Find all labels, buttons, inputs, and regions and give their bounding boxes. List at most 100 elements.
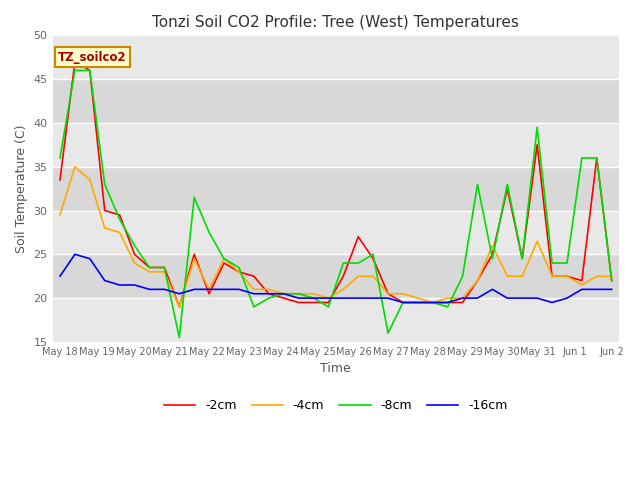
-8cm bbox=[116, 216, 124, 222]
-4cm bbox=[399, 291, 407, 297]
Line: -2cm: -2cm bbox=[60, 61, 612, 307]
-16cm bbox=[533, 295, 541, 301]
-8cm bbox=[608, 278, 616, 284]
-16cm bbox=[369, 295, 377, 301]
-4cm bbox=[459, 295, 467, 301]
-8cm bbox=[131, 243, 138, 249]
-4cm bbox=[265, 287, 273, 292]
-8cm bbox=[474, 181, 481, 187]
-2cm bbox=[280, 295, 287, 301]
Bar bbox=[52, 254, 619, 298]
-8cm bbox=[593, 155, 600, 161]
-4cm bbox=[593, 273, 600, 279]
-2cm bbox=[161, 264, 168, 270]
X-axis label: Time: Time bbox=[321, 362, 351, 375]
-2cm bbox=[533, 142, 541, 148]
-8cm bbox=[369, 252, 377, 257]
-4cm bbox=[504, 273, 511, 279]
-16cm bbox=[235, 287, 243, 292]
-4cm bbox=[488, 243, 496, 249]
-8cm bbox=[250, 304, 258, 310]
-8cm bbox=[175, 335, 183, 340]
-16cm bbox=[563, 295, 571, 301]
-4cm bbox=[235, 269, 243, 275]
Bar bbox=[52, 123, 619, 167]
Bar bbox=[52, 298, 619, 342]
-8cm bbox=[488, 256, 496, 262]
-2cm bbox=[488, 252, 496, 257]
-16cm bbox=[384, 295, 392, 301]
-8cm bbox=[310, 295, 317, 301]
-4cm bbox=[116, 229, 124, 235]
-16cm bbox=[593, 287, 600, 292]
-4cm bbox=[533, 238, 541, 244]
-8cm bbox=[414, 300, 422, 305]
-8cm bbox=[146, 264, 154, 270]
Bar bbox=[52, 79, 619, 123]
-16cm bbox=[324, 295, 332, 301]
-16cm bbox=[131, 282, 138, 288]
-4cm bbox=[56, 212, 64, 218]
-16cm bbox=[220, 287, 228, 292]
-4cm bbox=[355, 273, 362, 279]
-8cm bbox=[235, 264, 243, 270]
-4cm bbox=[384, 291, 392, 297]
-8cm bbox=[190, 194, 198, 200]
-2cm bbox=[474, 278, 481, 284]
-16cm bbox=[280, 291, 287, 297]
-4cm bbox=[131, 260, 138, 266]
-4cm bbox=[608, 273, 616, 279]
-2cm bbox=[355, 234, 362, 240]
-4cm bbox=[190, 256, 198, 262]
-2cm bbox=[399, 300, 407, 305]
-16cm bbox=[414, 300, 422, 305]
-8cm bbox=[205, 229, 213, 235]
-8cm bbox=[578, 155, 586, 161]
-4cm bbox=[324, 295, 332, 301]
-2cm bbox=[504, 186, 511, 192]
-16cm bbox=[205, 287, 213, 292]
-8cm bbox=[548, 260, 556, 266]
-8cm bbox=[533, 124, 541, 130]
-8cm bbox=[459, 273, 467, 279]
-8cm bbox=[355, 260, 362, 266]
-4cm bbox=[369, 273, 377, 279]
-2cm bbox=[220, 260, 228, 266]
-16cm bbox=[175, 291, 183, 297]
-4cm bbox=[518, 273, 526, 279]
-2cm bbox=[101, 208, 109, 214]
-16cm bbox=[310, 295, 317, 301]
-8cm bbox=[101, 181, 109, 187]
-2cm bbox=[459, 300, 467, 305]
-2cm bbox=[518, 256, 526, 262]
-4cm bbox=[578, 282, 586, 288]
Bar bbox=[52, 167, 619, 211]
-2cm bbox=[563, 273, 571, 279]
-16cm bbox=[161, 287, 168, 292]
-8cm bbox=[71, 68, 79, 73]
-2cm bbox=[608, 278, 616, 284]
Title: Tonzi Soil CO2 Profile: Tree (West) Temperatures: Tonzi Soil CO2 Profile: Tree (West) Temp… bbox=[152, 15, 519, 30]
-2cm bbox=[131, 252, 138, 257]
-4cm bbox=[295, 291, 303, 297]
-4cm bbox=[146, 269, 154, 275]
Line: -16cm: -16cm bbox=[60, 254, 612, 302]
-16cm bbox=[339, 295, 347, 301]
-8cm bbox=[161, 264, 168, 270]
-16cm bbox=[474, 295, 481, 301]
-16cm bbox=[488, 287, 496, 292]
-2cm bbox=[250, 273, 258, 279]
-2cm bbox=[324, 300, 332, 305]
Line: -4cm: -4cm bbox=[60, 167, 612, 307]
-2cm bbox=[578, 278, 586, 284]
-16cm bbox=[250, 291, 258, 297]
-2cm bbox=[205, 291, 213, 297]
-2cm bbox=[56, 177, 64, 183]
-16cm bbox=[429, 300, 436, 305]
Text: TZ_soilco2: TZ_soilco2 bbox=[58, 51, 127, 64]
-8cm bbox=[563, 260, 571, 266]
-4cm bbox=[474, 278, 481, 284]
-8cm bbox=[220, 256, 228, 262]
-4cm bbox=[563, 273, 571, 279]
-2cm bbox=[235, 269, 243, 275]
